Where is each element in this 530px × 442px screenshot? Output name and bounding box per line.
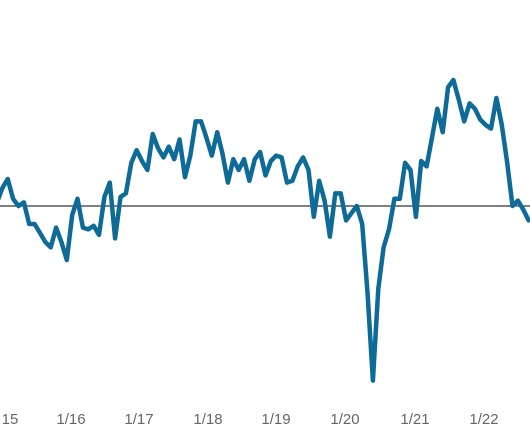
x-axis-ticks: 15 1/16 1/17 1/18 1/19 1/20 1/21 1/22 (2, 411, 499, 428)
series-line (0, 77, 530, 383)
x-tick-label: 1/19 (261, 411, 290, 428)
x-tick-label: 15 (2, 411, 19, 428)
x-tick-label: 1/20 (330, 411, 359, 428)
x-tick-label: 1/16 (56, 411, 85, 428)
x-tick-label: 1/17 (124, 411, 153, 428)
x-tick-label: 1/21 (400, 411, 429, 428)
x-tick-label: 1/18 (193, 411, 222, 428)
x-tick-label: 1/22 (469, 411, 498, 428)
series-layer (0, 77, 530, 383)
